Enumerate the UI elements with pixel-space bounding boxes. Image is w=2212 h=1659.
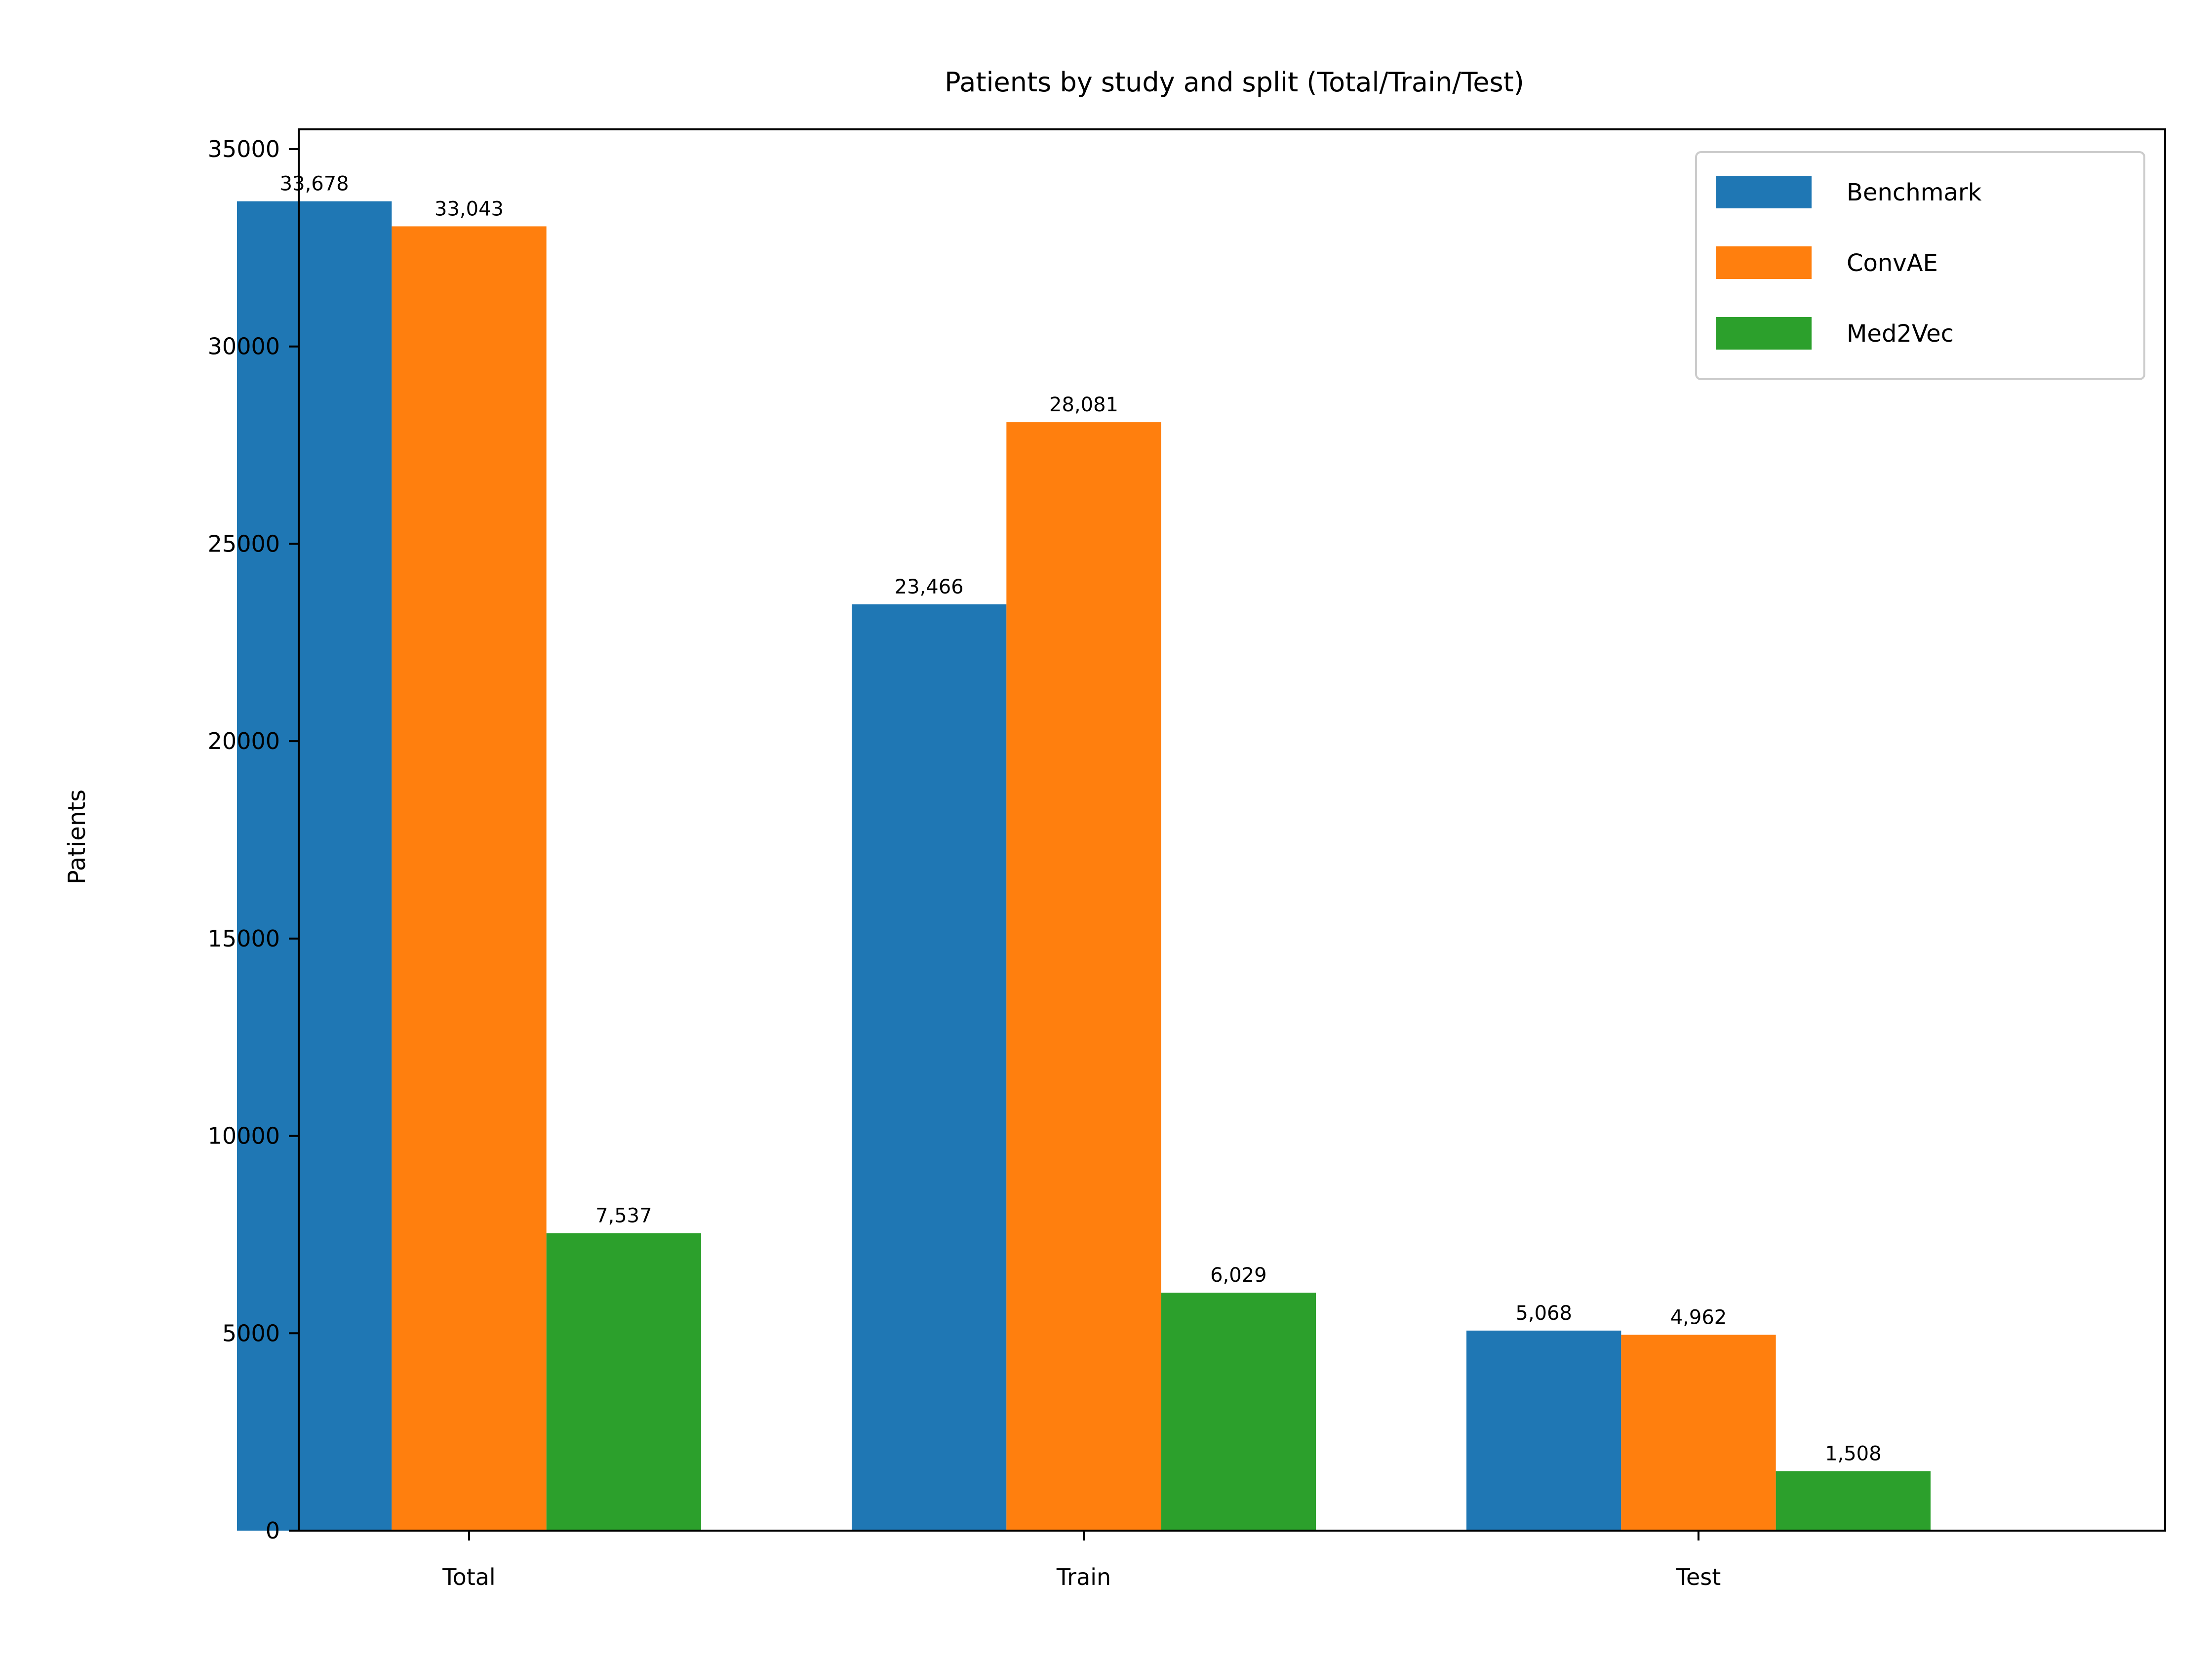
legend-swatch-benchmark bbox=[1716, 176, 1812, 208]
bar-value-label: 33,678 bbox=[280, 173, 349, 196]
bar-labels-layer: 33,678 33,043 7,537 23,466 28,081 6,029 5,068 4… bbox=[280, 173, 1882, 1465]
y-tick-label: 30000 bbox=[208, 333, 280, 360]
bars-layer bbox=[237, 201, 1931, 1531]
legend-swatch-med2vec bbox=[1716, 317, 1812, 350]
y-tick-label: 0 bbox=[266, 1517, 280, 1544]
legend-label-benchmark: Benchmark bbox=[1847, 179, 1982, 206]
x-tick-label: Total bbox=[442, 1564, 495, 1590]
y-tick-label: 15000 bbox=[208, 925, 280, 952]
x-axis: Total Train Test bbox=[442, 1531, 1721, 1590]
y-tick-label: 25000 bbox=[208, 530, 280, 557]
y-axis: 0 5000 10000 15000 20000 25000 30000 35000 bbox=[208, 136, 299, 1544]
y-tick-label: 5000 bbox=[222, 1320, 280, 1346]
plot-frame bbox=[298, 128, 2166, 1532]
legend: Benchmark ConvAE Med2Vec bbox=[1695, 151, 2145, 380]
x-tick-label: Test bbox=[1676, 1564, 1721, 1590]
bar-value-label: 6,029 bbox=[1210, 1264, 1267, 1287]
bar-med2vec-total bbox=[546, 1233, 701, 1531]
y-tick-label: 35000 bbox=[208, 136, 280, 162]
bar-convae-test bbox=[1621, 1335, 1776, 1531]
legend-swatch-convae bbox=[1716, 246, 1812, 279]
bar-value-label: 1,508 bbox=[1825, 1442, 1882, 1465]
bar-med2vec-test bbox=[1776, 1471, 1931, 1531]
y-axis-label: Patients bbox=[63, 790, 91, 884]
bar-benchmark-test bbox=[1466, 1330, 1621, 1531]
y-tick-label: 20000 bbox=[208, 728, 280, 754]
bar-benchmark-train bbox=[852, 604, 1007, 1531]
bar-convae-train bbox=[1006, 422, 1161, 1531]
bar-value-label: 5,068 bbox=[1515, 1302, 1572, 1325]
y-tick-label: 10000 bbox=[208, 1123, 280, 1149]
chart-title: Patients by study and split (Total/Train… bbox=[945, 67, 1524, 98]
bar-value-label: 28,081 bbox=[1049, 394, 1118, 416]
bar-value-label: 23,466 bbox=[895, 576, 964, 598]
bar-convae-total bbox=[392, 226, 547, 1531]
bar-benchmark-total bbox=[237, 201, 392, 1531]
x-tick-label: Train bbox=[1056, 1564, 1111, 1590]
bar-value-label: 7,537 bbox=[595, 1204, 652, 1227]
legend-label-convae: ConvAE bbox=[1847, 249, 1938, 277]
bar-value-label: 33,043 bbox=[434, 198, 504, 220]
legend-label-med2vec: Med2Vec bbox=[1847, 320, 1954, 348]
bar-value-label: 4,962 bbox=[1670, 1306, 1727, 1329]
bar-med2vec-train bbox=[1161, 1293, 1316, 1531]
